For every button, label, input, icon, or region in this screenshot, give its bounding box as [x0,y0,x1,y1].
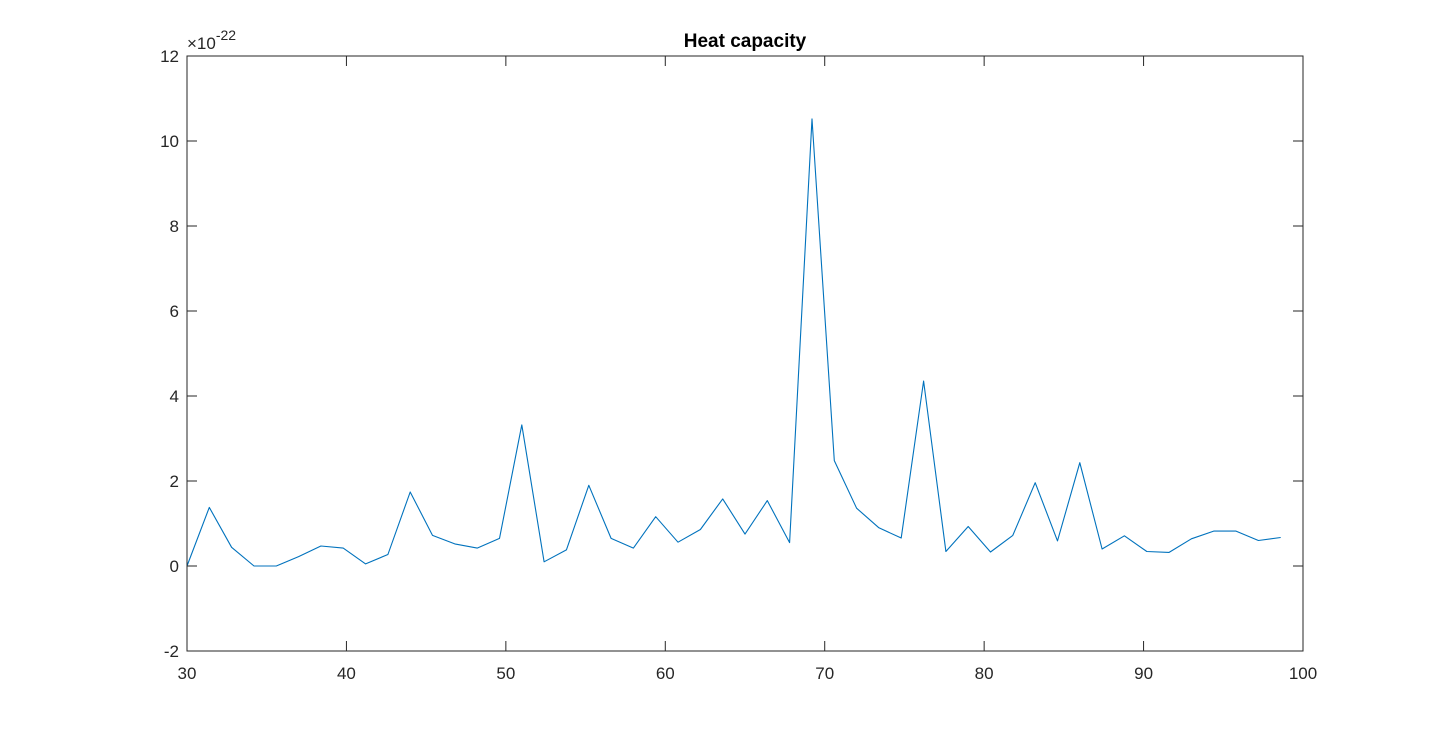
y-tick-label: 8 [170,217,179,236]
y-tick-label: 6 [170,302,179,321]
y-exponent-base: ×10 [187,34,216,53]
y-tick-label: 12 [160,47,179,66]
axes-box [186,55,1304,652]
x-tick-label: 60 [656,664,675,683]
y-tick-label: -2 [164,642,179,661]
y-exponent-power: -22 [216,27,236,43]
chart-title: Heat capacity [684,31,807,52]
y-tick-label: 2 [170,472,179,491]
x-tick-label: 30 [178,664,197,683]
x-tick-label: 90 [1134,664,1153,683]
plot-area [187,56,1303,651]
x-tick-label: 70 [815,664,834,683]
y-tick-label: 4 [170,387,179,406]
x-tick-label: 100 [1289,664,1317,683]
x-tick-label: 40 [337,664,356,683]
y-tick-label: 0 [170,557,179,576]
y-tick-label: 10 [160,132,179,151]
tick-labels: 30 40 50 60 70 80 90 100 -2 0 2 4 6 8 10 12 [160,47,1317,683]
x-tick-label: 80 [975,664,994,683]
y-exponent-label: ×10-22 [187,27,236,53]
x-tick-label: 50 [496,664,515,683]
series-line [186,118,1281,567]
